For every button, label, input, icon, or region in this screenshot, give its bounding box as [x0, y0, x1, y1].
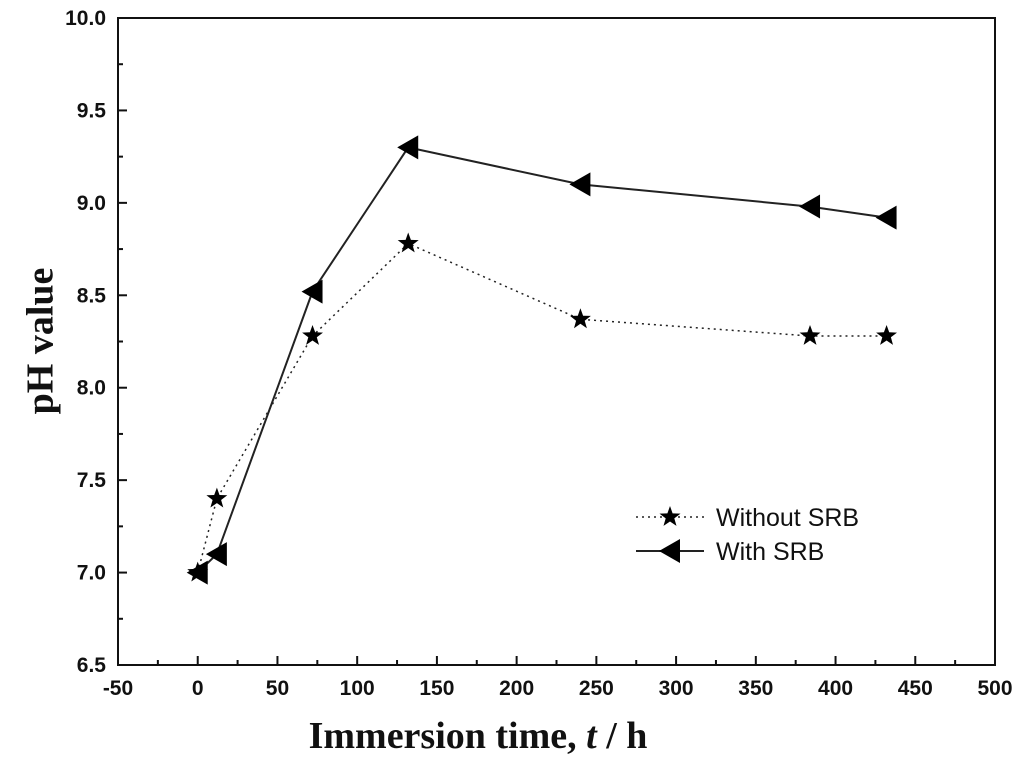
star-marker [302, 325, 323, 345]
x-axis-title-unit: / h [597, 715, 648, 757]
y-tick-label: 9.0 [77, 192, 106, 215]
y-axis-title: pH value [20, 268, 62, 415]
triangle-marker [186, 560, 208, 585]
triangle-marker [301, 279, 323, 304]
axes-layer [117, 17, 996, 666]
triangle-marker [397, 135, 419, 160]
plot-frame [117, 17, 996, 666]
y-tick-label: 9.5 [77, 99, 107, 122]
x-tick-label: 350 [738, 677, 773, 700]
x-tick-label: 200 [499, 677, 534, 700]
x-axis-title-var: t [586, 715, 598, 757]
y-tick-label: 7.0 [77, 562, 106, 585]
star-marker [397, 232, 419, 253]
star-marker [206, 487, 228, 508]
triangle-marker [205, 542, 227, 567]
legend-markers [659, 506, 681, 563]
y-tick-label: 7.5 [77, 469, 107, 492]
y-tick-label: 8.5 [77, 284, 107, 307]
x-axis-title-main: Immersion time, [309, 715, 587, 757]
x-tick-label: 400 [818, 677, 853, 700]
triangle-marker [569, 172, 591, 197]
ticks-layer: -50 0 50 100 150 200 250 300 350 400 450 500 6.5 7.0 7… [65, 7, 1012, 700]
x-tick-label: 300 [659, 677, 694, 700]
star-marker [570, 308, 591, 329]
x-tick-label: 150 [419, 677, 454, 700]
labels-layer: pH value Immersion time, t / h [20, 268, 648, 757]
legend-triangle-marker [659, 539, 680, 563]
x-tick-label: 450 [898, 677, 933, 700]
x-tick-label: 500 [977, 677, 1012, 700]
star-marker [799, 325, 821, 345]
series-layer [186, 135, 897, 585]
y-tick-label: 6.5 [77, 654, 107, 677]
x-axis-title: Immersion time, t / h [309, 715, 648, 757]
y-tick-label: 8.0 [77, 377, 106, 400]
x-tick-label: -50 [103, 677, 133, 700]
y-tick-label: 10.0 [65, 7, 106, 30]
x-tick-label: 0 [192, 677, 204, 700]
x-tick-label: 50 [266, 677, 289, 700]
star-marker [876, 325, 897, 345]
x-tick-label: 100 [340, 677, 375, 700]
triangle-marker [799, 194, 821, 219]
legend-label-without-srb: Without SRB [716, 504, 859, 532]
legend-star-marker [659, 506, 681, 526]
legend: Without SRB With SRB [636, 504, 859, 566]
legend-label-with-srb: With SRB [716, 538, 824, 566]
triangle-marker [875, 205, 897, 230]
x-tick-label: 250 [579, 677, 614, 700]
